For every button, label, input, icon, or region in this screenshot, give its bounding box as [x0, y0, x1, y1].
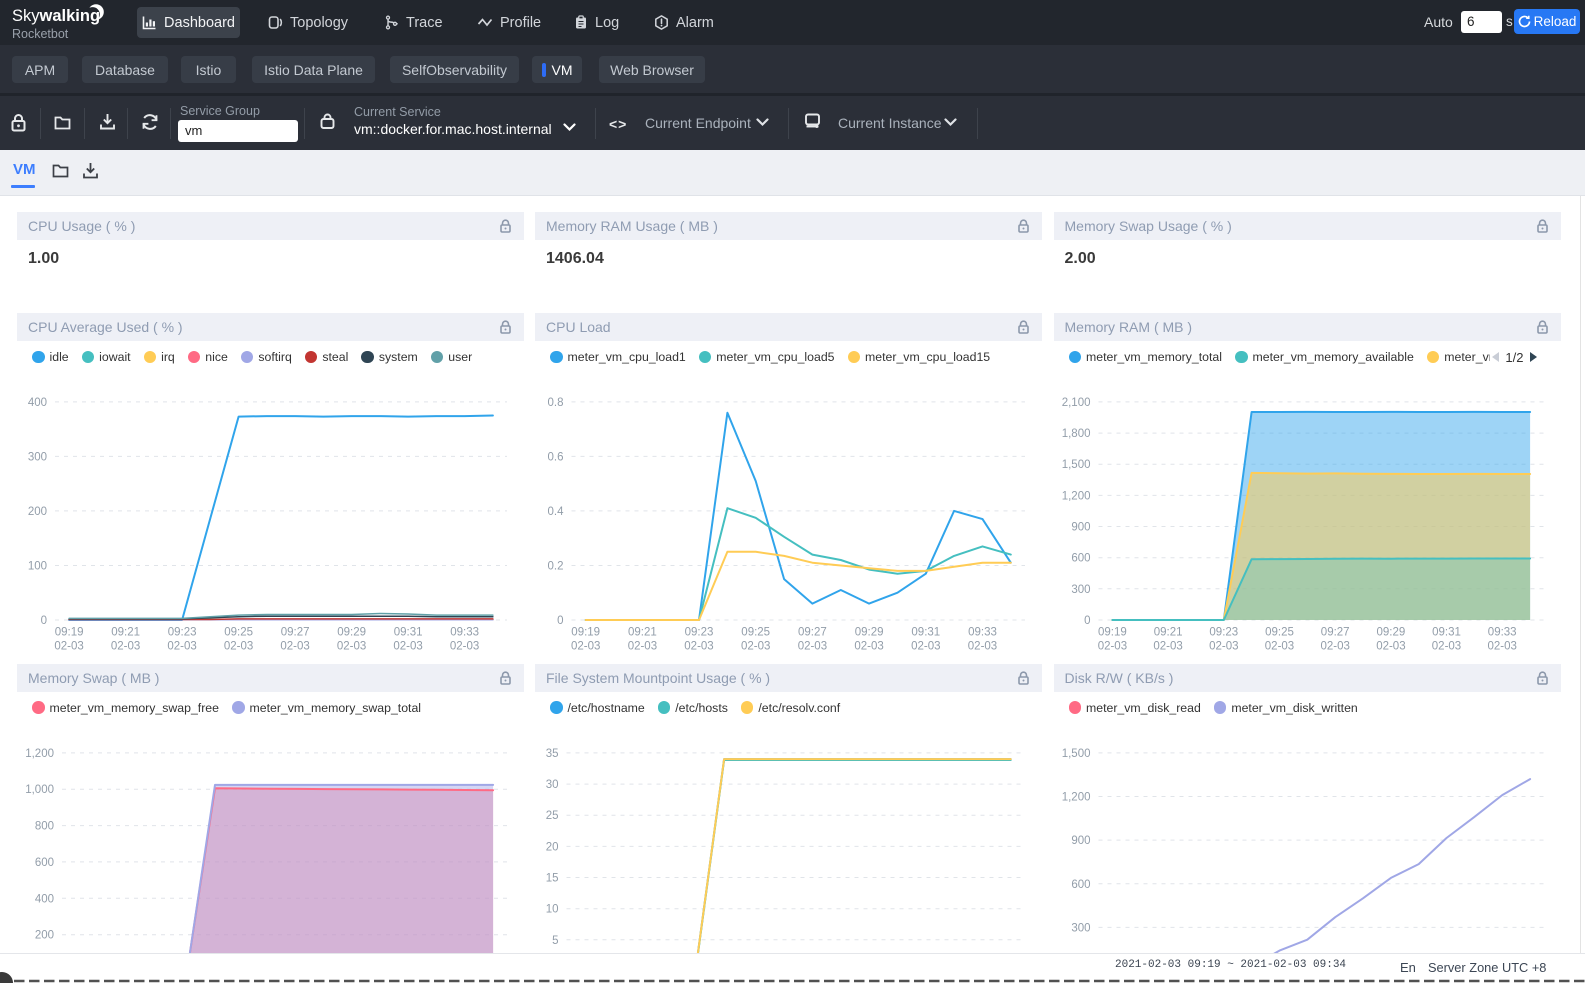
svg-text:02-03: 02-03 [1487, 641, 1516, 652]
svg-text:20: 20 [546, 841, 559, 853]
svg-text:0: 0 [1084, 615, 1090, 627]
svg-text:02-03: 02-03 [393, 641, 422, 652]
svg-text:1,200: 1,200 [1061, 490, 1090, 502]
svg-text:10: 10 [546, 903, 559, 915]
svg-text:900: 900 [1071, 835, 1090, 847]
svg-text:0: 0 [41, 615, 47, 627]
svg-text:02-03: 02-03 [1320, 641, 1349, 652]
svg-text:5: 5 [552, 934, 558, 946]
svg-text:09:33: 09:33 [968, 627, 997, 639]
svg-text:09:29: 09:29 [855, 627, 884, 639]
svg-text:02-03: 02-03 [911, 641, 940, 652]
svg-text:02-03: 02-03 [450, 641, 479, 652]
svg-text:09:19: 09:19 [55, 627, 84, 639]
svg-text:02-03: 02-03 [854, 641, 883, 652]
svg-text:0: 0 [557, 615, 563, 627]
svg-text:300: 300 [28, 451, 47, 463]
svg-text:02-03: 02-03 [1153, 641, 1182, 652]
svg-text:800: 800 [35, 820, 54, 832]
svg-text:0.6: 0.6 [548, 451, 564, 463]
svg-text:09:27: 09:27 [1320, 627, 1349, 639]
svg-text:15: 15 [546, 872, 559, 884]
svg-text:25: 25 [546, 810, 559, 822]
svg-text:1,500: 1,500 [1061, 747, 1090, 759]
svg-text:09:21: 09:21 [1153, 627, 1182, 639]
svg-text:600: 600 [1071, 878, 1090, 890]
svg-text:1,200: 1,200 [1061, 791, 1090, 803]
svg-text:02-03: 02-03 [1376, 641, 1405, 652]
svg-text:09:33: 09:33 [450, 627, 479, 639]
svg-text:02-03: 02-03 [571, 641, 600, 652]
svg-text:09:29: 09:29 [1376, 627, 1405, 639]
svg-text:09:29: 09:29 [337, 627, 366, 639]
svg-text:200: 200 [28, 506, 47, 518]
svg-text:1,500: 1,500 [1061, 459, 1090, 471]
svg-text:09:27: 09:27 [798, 627, 827, 639]
svg-text:02-03: 02-03 [628, 641, 657, 652]
svg-text:09:19: 09:19 [571, 627, 600, 639]
svg-text:2,100: 2,100 [1061, 397, 1090, 409]
svg-text:02-03: 02-03 [54, 641, 83, 652]
svg-text:02-03: 02-03 [741, 641, 770, 652]
svg-text:09:23: 09:23 [1209, 627, 1238, 639]
svg-text:09:25: 09:25 [741, 627, 770, 639]
svg-text:100: 100 [28, 561, 47, 573]
svg-text:300: 300 [1071, 922, 1090, 934]
svg-text:09:31: 09:31 [1432, 627, 1461, 639]
svg-text:0.4: 0.4 [548, 506, 565, 518]
svg-text:30: 30 [546, 779, 559, 791]
svg-text:02-03: 02-03 [1209, 641, 1238, 652]
svg-text:300: 300 [1071, 584, 1090, 596]
svg-text:09:21: 09:21 [111, 627, 140, 639]
svg-text:35: 35 [546, 747, 559, 759]
svg-text:09:31: 09:31 [394, 627, 423, 639]
svg-text:09:23: 09:23 [685, 627, 714, 639]
svg-text:1,200: 1,200 [25, 747, 54, 759]
svg-text:09:31: 09:31 [911, 627, 940, 639]
svg-text:1,800: 1,800 [1061, 428, 1090, 440]
svg-text:02-03: 02-03 [167, 641, 196, 652]
svg-text:09:33: 09:33 [1487, 627, 1516, 639]
svg-text:0.8: 0.8 [548, 397, 564, 409]
svg-text:900: 900 [1071, 522, 1090, 534]
svg-text:02-03: 02-03 [1431, 641, 1460, 652]
svg-text:400: 400 [28, 397, 47, 409]
svg-text:02-03: 02-03 [798, 641, 827, 652]
svg-text:0.2: 0.2 [548, 561, 564, 573]
svg-text:09:21: 09:21 [628, 627, 657, 639]
svg-text:02-03: 02-03 [337, 641, 366, 652]
svg-text:02-03: 02-03 [111, 641, 140, 652]
svg-text:1,000: 1,000 [25, 784, 54, 796]
svg-text:400: 400 [35, 893, 54, 905]
svg-text:09:19: 09:19 [1098, 627, 1127, 639]
svg-text:600: 600 [1071, 553, 1090, 565]
svg-text:09:23: 09:23 [168, 627, 197, 639]
svg-text:02-03: 02-03 [968, 641, 997, 652]
svg-text:09:27: 09:27 [281, 627, 310, 639]
svg-text:02-03: 02-03 [1097, 641, 1126, 652]
svg-text:09:25: 09:25 [224, 627, 253, 639]
svg-text:200: 200 [35, 929, 54, 941]
svg-text:02-03: 02-03 [1264, 641, 1293, 652]
svg-text:02-03: 02-03 [684, 641, 713, 652]
svg-text:600: 600 [35, 856, 54, 868]
svg-text:02-03: 02-03 [280, 641, 309, 652]
svg-text:02-03: 02-03 [224, 641, 253, 652]
svg-text:09:25: 09:25 [1265, 627, 1294, 639]
